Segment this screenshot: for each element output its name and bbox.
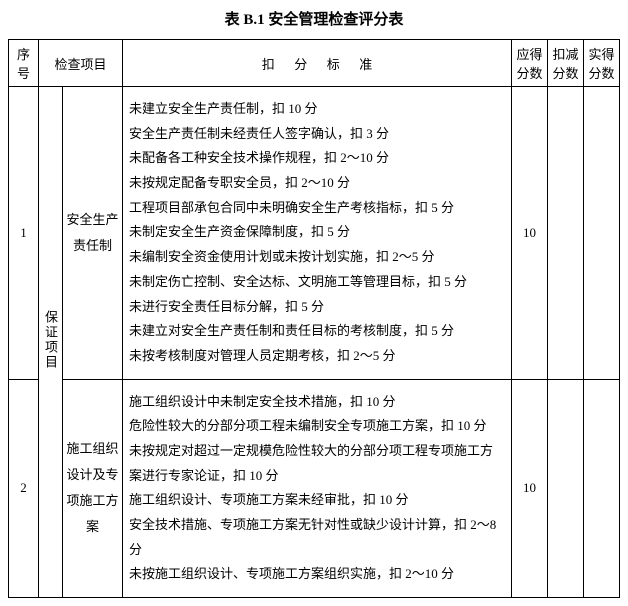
criteria-line: 未制定安全生产资金保障制度，扣 5 分 [129,220,505,245]
criteria-line: 施工组织设计中未制定安全技术措施，扣 10 分 [129,390,505,415]
criteria-line: 危险性较大的分部分项工程未编制安全专项施工方案，扣 10 分 [129,414,505,439]
criteria-line: 未配备各工种安全技术操作规程，扣 2～10 分 [129,146,505,171]
item-cell: 安全生产责任制 [63,87,123,380]
criteria-line: 工程项目部承包合同中未明确安全生产考核指标，扣 5 分 [129,196,505,221]
item-cell: 施工组织设计及专项施工方案 [63,379,123,598]
table-title: 表 B.1 安全管理检查评分表 [8,8,620,29]
criteria-line: 安全技术措施、专项施工方案无针对性或缺少设计计算，扣 2～8 分 [129,513,505,562]
header-score-actual: 实得分数 [584,40,620,87]
criteria-line: 安全生产责任制未经责任人签字确认，扣 3 分 [129,122,505,147]
criteria-line: 未进行安全责任目标分解，扣 5 分 [129,295,505,320]
header-criteria: 扣分标准 [123,40,512,87]
criteria-line: 未编制安全资金使用计划或未按计划实施，扣 2～5 分 [129,245,505,270]
table-row: 1 保证项目 安全生产责任制 未建立安全生产责任制，扣 10 分 安全生产责任制… [9,87,620,380]
score-due-cell: 10 [512,379,548,598]
header-score-deduct: 扣减分数 [548,40,584,87]
seq-cell: 1 [9,87,39,380]
criteria-cell: 施工组织设计中未制定安全技术措施，扣 10 分 危险性较大的分部分项工程未编制安… [123,379,512,598]
header-score-due: 应得分数 [512,40,548,87]
criteria-line: 未建立对安全生产责任制和责任目标的考核制度，扣 5 分 [129,319,505,344]
score-actual-cell [584,87,620,380]
score-deduct-cell [548,379,584,598]
seq-cell: 2 [9,379,39,598]
table-row: 2 施工组织设计及专项施工方案 施工组织设计中未制定安全技术措施，扣 10 分 … [9,379,620,598]
criteria-line: 未按规定对超过一定规模危险性较大的分部分项工程专项施工方案进行专家论证，扣 10… [129,439,505,488]
score-deduct-cell [548,87,584,380]
criteria-line: 施工组织设计、专项施工方案未经审批，扣 10 分 [129,488,505,513]
criteria-line: 未建立安全生产责任制，扣 10 分 [129,97,505,122]
header-inspect-item: 检查项目 [39,40,123,87]
header-seq: 序号 [9,40,39,87]
score-due-cell: 10 [512,87,548,380]
criteria-line: 未按考核制度对管理人员定期考核，扣 2～5 分 [129,344,505,369]
criteria-cell: 未建立安全生产责任制，扣 10 分 安全生产责任制未经责任人签字确认，扣 3 分… [123,87,512,380]
criteria-line: 未按规定配备专职安全员，扣 2～10 分 [129,171,505,196]
criteria-line: 未按施工组织设计、专项施工方案组织实施，扣 2～10 分 [129,562,505,587]
category-cell: 保证项目 [39,87,63,598]
score-actual-cell [584,379,620,598]
scoring-table: 序号 检查项目 扣分标准 应得分数 扣减分数 实得分数 1 保证项目 安全生产责… [8,39,620,598]
criteria-line: 未制定伤亡控制、安全达标、文明施工等管理目标，扣 5 分 [129,270,505,295]
